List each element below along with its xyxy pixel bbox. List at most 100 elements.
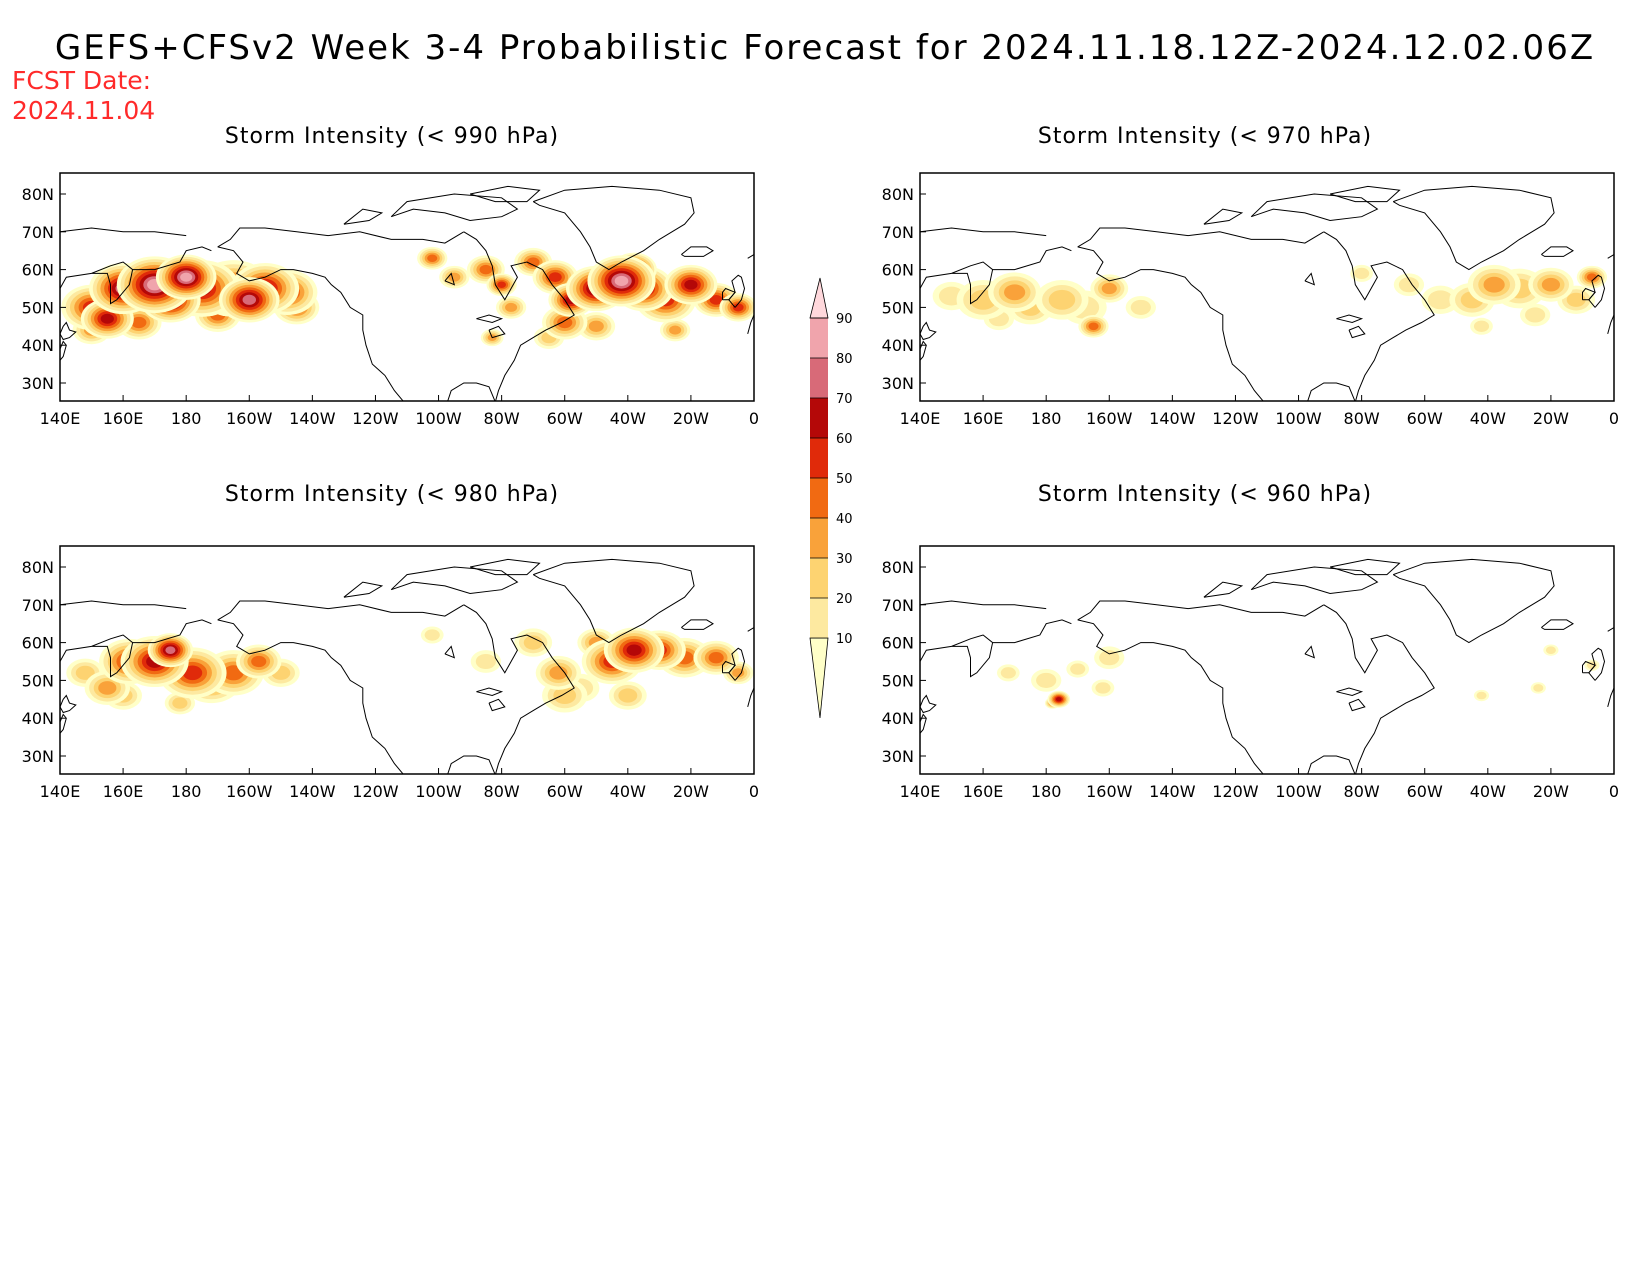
probability-area-p980-11-3 [549, 666, 568, 680]
probability-area-p980-8-2 [553, 687, 577, 705]
probability-area-p980-1-1 [475, 653, 496, 670]
probability-area-p990-22-6 [100, 313, 114, 324]
x-tick-label-p970-10: 20W [1533, 409, 1569, 428]
coastline-p990-16 [343, 208, 384, 225]
probability-area-p990-13-4 [557, 316, 573, 329]
coastline-p960-12 [920, 713, 927, 734]
coastline-p960-14 [920, 600, 1047, 610]
x-tick-label-p970-9: 40W [1470, 409, 1506, 428]
coastline-p980-20 [444, 645, 456, 659]
probability-area-p980-24-6 [626, 644, 642, 656]
x-tick-label-p960-2: 180 [1031, 782, 1062, 801]
probability-area-p960-0-1 [1000, 667, 1016, 679]
coastline-p970-12 [920, 340, 927, 361]
forecast-date: FCST Date: 2024.11.04 [12, 66, 155, 126]
x-tick-label-p970-2: 180 [1031, 409, 1062, 428]
coastline-p960-13 [992, 619, 1072, 644]
probability-area-p970-3-1 [1130, 299, 1151, 315]
coastline-p990-1 [217, 227, 465, 248]
coastline-p980-14 [60, 600, 187, 610]
coastline-p970-7 [1582, 287, 1596, 301]
y-tick-label-p970-1: 70N [882, 223, 914, 242]
x-tick-label-p960-10: 20W [1533, 782, 1569, 801]
coastline-p990-3 [447, 382, 496, 401]
probability-area-p960-4-1 [1095, 682, 1111, 694]
colorbar-label-5: 60 [836, 432, 853, 447]
coastline-p980-7 [722, 660, 736, 674]
coastline-p980-8 [747, 687, 754, 708]
x-tick-label-p990-2: 180 [171, 409, 202, 428]
x-tick-label-p990-11: 0 [749, 409, 759, 428]
coastline-p980-11 [60, 694, 77, 714]
probability-area-p960-10-6 [1055, 697, 1062, 702]
map-frame-p990 [59, 172, 755, 402]
coastline-p970-13 [992, 246, 1072, 271]
coastline-p970-14 [920, 227, 1047, 237]
coastline-p980-0 [217, 619, 404, 774]
probability-area-p970-19-4 [1088, 322, 1099, 331]
y-tick-label-p980-4: 40N [22, 709, 54, 728]
colorbar-segment-3 [810, 518, 828, 558]
panel-title-970: Storm Intensity (< 970 hPa) [1037, 124, 1373, 149]
x-tick-label-p990-8: 60W [547, 409, 583, 428]
map-panel-p960: 140E 160E 180 160W 140W 120W 100W 80W 60W 40W 20W 0… [882, 545, 1619, 801]
coastline-p960-15 [1250, 566, 1379, 595]
map-frame-p960 [919, 545, 1615, 775]
main-title: GEFS+CFSv2 Week 3-4 Probabilistic Foreca… [54, 28, 1596, 68]
coastline-p970-20 [1304, 272, 1316, 286]
x-tick-label-p970-7: 80W [1344, 409, 1380, 428]
forecast-date-label: FCST Date: [12, 66, 152, 95]
coastline-p960-16 [1203, 581, 1244, 598]
colorbar-segment-5 [810, 438, 828, 478]
colorbar-label-3: 40 [836, 512, 853, 527]
map-content-p970 [920, 185, 1614, 401]
coastline-p960-4 [1392, 558, 1555, 644]
probability-area-p980-7-2 [523, 635, 543, 650]
probability-area-p980-25-7 [165, 646, 176, 654]
x-tick-label-p960-5: 120W [1212, 782, 1259, 801]
coastline-p960-18 [1336, 687, 1364, 697]
probability-area-p970-8-1 [1473, 320, 1490, 332]
coastline-p970-15 [1250, 193, 1379, 222]
x-tick-label-p970-5: 120W [1212, 409, 1259, 428]
coastline-p990-5 [681, 246, 714, 257]
colorbar-label-2: 30 [836, 552, 853, 567]
coastline-p960-11 [920, 694, 937, 714]
coastline-p990-9 [747, 254, 754, 259]
y-tick-label-p960-0: 80N [882, 558, 914, 577]
coastline-p970-11 [920, 321, 937, 341]
coastline-p990-4 [532, 185, 695, 271]
probability-area-p990-5-3 [588, 320, 604, 332]
x-tick-label-p970-3: 160W [1086, 409, 1133, 428]
coastline-p970-1 [1077, 227, 1325, 248]
x-tick-label-p990-7: 80W [484, 409, 520, 428]
colorbar-label-7: 80 [836, 352, 853, 367]
x-tick-label-p970-11: 0 [1609, 409, 1619, 428]
probability-area-p990-30-7 [242, 294, 257, 305]
coastline-p990-2 [463, 231, 575, 401]
probability-area-p970-17-3 [1483, 276, 1505, 293]
probability-area-p990-21-5 [732, 303, 744, 312]
probability-area-p970-16-3 [1101, 282, 1117, 295]
probability-area-p960-5-1 [1533, 684, 1544, 692]
coastline-p990-7 [722, 287, 736, 301]
probability-area-p970-18-3 [1541, 277, 1560, 292]
probability-area-p990-3-3 [505, 302, 518, 312]
x-tick-label-p960-0: 140E [900, 782, 941, 801]
map-content-p960 [920, 558, 1614, 774]
coastline-p960-17 [1329, 558, 1401, 576]
y-tick-label-p990-5: 30N [22, 374, 54, 393]
colorbar-label-4: 50 [836, 472, 853, 487]
coastline-p980-16 [343, 581, 384, 598]
x-tick-label-p960-8: 60W [1407, 782, 1443, 801]
x-tick-label-p980-7: 80W [484, 782, 520, 801]
x-tick-label-p980-6: 100W [415, 782, 462, 801]
coastline-p990-12 [60, 340, 67, 361]
coastline-p980-2 [463, 604, 575, 774]
y-tick-label-p960-2: 60N [882, 634, 914, 653]
coastline-p990-18 [476, 314, 504, 324]
y-tick-label-p970-2: 60N [882, 261, 914, 280]
coastline-p980-5 [681, 619, 714, 630]
panel-title-960: Storm Intensity (< 960 hPa) [1037, 482, 1373, 507]
x-tick-label-p980-3: 160W [226, 782, 273, 801]
